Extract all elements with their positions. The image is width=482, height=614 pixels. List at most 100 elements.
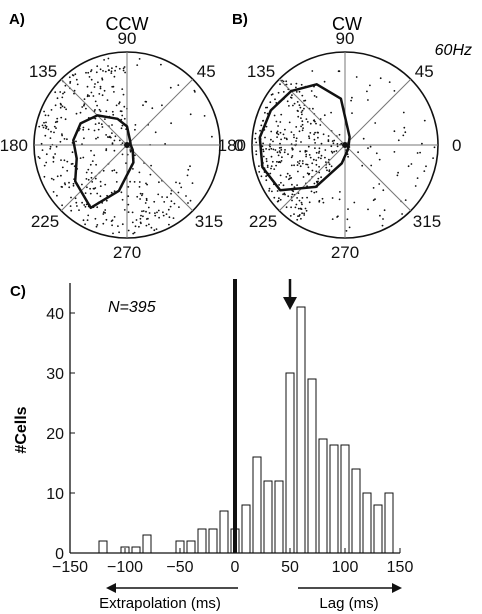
panel-a-dot [94, 187, 97, 189]
panel-a-dot [111, 224, 113, 227]
panel-b-dot [285, 176, 288, 178]
panel-b-angle-label-270: 270 [331, 243, 359, 262]
panel-b-dot [259, 129, 261, 132]
panel-b-dot [357, 151, 359, 154]
panel-b-center [342, 142, 348, 148]
panel-b-dot [311, 162, 314, 165]
panel-a-dot [110, 72, 113, 74]
panel-b-dot [295, 203, 298, 206]
panel-b-dot [402, 134, 405, 137]
panel-a-dot [111, 142, 114, 145]
histogram-bar [197, 528, 207, 554]
panel-a-dot [44, 124, 47, 127]
panel-a-dot [113, 91, 115, 93]
panel-b-dot [280, 146, 282, 149]
panel-a-dot [61, 186, 64, 188]
panel-b-title: CW [332, 14, 362, 34]
panel-a-dot [86, 186, 88, 189]
panel-b-dot [311, 70, 314, 72]
panel-b-dot [300, 125, 302, 128]
panel-a-dot [115, 171, 118, 174]
panel-a-dot [99, 85, 102, 88]
panel-b-dot [324, 149, 327, 151]
panel-b-dot [317, 136, 319, 139]
panel-a-dot [63, 138, 66, 140]
panel-a-dot [59, 106, 62, 109]
panel-a-dot [132, 232, 135, 235]
panel-b-dot [295, 86, 297, 89]
panel-b-dot [374, 198, 376, 201]
panel-b-dot [313, 95, 316, 97]
panel-a-dot [49, 145, 52, 148]
panel-b-dot [320, 157, 322, 160]
panel-b-dot [315, 170, 318, 173]
panel-a-dot [49, 137, 52, 140]
histogram-tick-labels: 0 10 20 30 40 −150 −100 −50 0 50 100 150 [46, 306, 413, 576]
panel-a-dot [50, 177, 53, 180]
panel-a-dot [96, 65, 99, 68]
panel-b-dot [290, 164, 293, 167]
extrapolation-arrow-head [106, 583, 116, 593]
panel-b-dot [309, 156, 312, 159]
panel-a-dot [115, 181, 118, 183]
panel-a-dot [121, 142, 124, 145]
panel-a-dot [117, 225, 119, 228]
panel-a-dot [102, 169, 105, 172]
panel-b-dot [328, 163, 331, 166]
panel-a-dot [91, 160, 94, 163]
panel-a-dot [170, 192, 172, 195]
panel-a-dot [154, 131, 157, 134]
panel-a-dot [168, 223, 170, 226]
panel-b-dot [382, 218, 384, 220]
panel-a-dot [138, 225, 140, 228]
panel-a-dot [107, 57, 110, 60]
panel-a-dot [52, 178, 55, 181]
median-arrow-head [283, 297, 297, 310]
panel-b-dot [378, 158, 381, 161]
panel-a-dot [68, 186, 71, 189]
panel-a-tuning-curve [72, 114, 135, 210]
panel-b-dot [278, 197, 280, 200]
panel-a-dot [55, 145, 58, 148]
panel-b-dot [286, 138, 288, 141]
panel-a-title: CCW [106, 14, 149, 34]
panel-a-dot [66, 169, 69, 172]
panel-a-dot [121, 198, 124, 201]
panel-b-dot [262, 119, 265, 122]
panel-b-dot [270, 147, 273, 150]
panel-b-dot [278, 150, 281, 153]
panel-b-dot [278, 184, 280, 186]
panel-a-dot [66, 160, 69, 163]
panel-a-dot [154, 212, 156, 215]
panel-a-dot [136, 64, 139, 66]
histogram-bar [274, 480, 284, 554]
panel-b-dot [254, 132, 257, 135]
panel-b-dot [331, 140, 334, 143]
panel-a-dot [53, 125, 56, 128]
panel-a-dot [162, 211, 164, 214]
panel-b-dot [284, 193, 286, 196]
panel-a-dot [120, 127, 123, 130]
panel-a-dot [83, 98, 86, 100]
panel-a-dot [84, 205, 87, 208]
panel-b-dot [316, 131, 319, 134]
panel-a-dot [102, 213, 105, 215]
panel-b-angle-label-90: 90 [336, 29, 355, 48]
panel-a-dot [175, 181, 177, 184]
panel-a-dot [93, 129, 96, 132]
panel-a-dot [41, 149, 44, 152]
panel-a-angle-labels: 0 45 90 135 180 225 270 315 [0, 29, 243, 262]
panel-b-dot [324, 156, 326, 159]
panel-b-angle-label-225: 225 [249, 212, 277, 231]
histogram-bar [131, 546, 141, 554]
panel-b-dot [291, 94, 293, 96]
panel-a-dot [63, 91, 66, 94]
panel-a-dot [123, 209, 126, 211]
panel-b-dot [372, 187, 375, 189]
panel-a-dot [90, 70, 92, 73]
panel-a-dot [141, 194, 143, 197]
panel-a-dot [168, 216, 171, 219]
panel-b-dot [298, 214, 301, 216]
panel-b-dot [378, 183, 381, 185]
panel-a-dot [119, 110, 122, 112]
